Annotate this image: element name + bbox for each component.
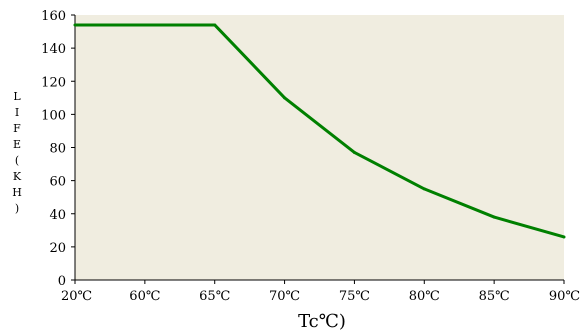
x-tick-label: 20℃ xyxy=(61,289,92,304)
y-tick-labels: 0 20 40 60 80 100 120 140 160 xyxy=(41,9,75,289)
data-point xyxy=(213,23,217,27)
x-tick-label: 85℃ xyxy=(479,289,510,304)
y-tick-label: 60 xyxy=(49,175,66,190)
life-series-points xyxy=(73,23,566,239)
y-tick-label: 40 xyxy=(49,208,66,223)
y-axis-label: L I F E(K H) xyxy=(12,90,22,215)
data-point xyxy=(422,187,426,191)
data-point xyxy=(492,215,496,219)
x-tick-label: 75℃ xyxy=(339,289,370,304)
x-tick-label: 80℃ xyxy=(409,289,440,304)
y-tick-label: 140 xyxy=(41,42,66,57)
y-tick-label: 100 xyxy=(41,108,66,123)
y-tick-label: 0 xyxy=(58,274,66,289)
data-point xyxy=(352,150,356,154)
x-tick-label: 60℃ xyxy=(129,289,160,304)
y-tick-label: 20 xyxy=(49,241,66,256)
x-tick-labels: 20℃ 60℃ 65℃ 70℃ 75℃ 80℃ 85℃ 90℃ xyxy=(61,280,580,304)
plot-area xyxy=(75,15,564,280)
data-point xyxy=(562,235,566,239)
data-point xyxy=(73,23,77,27)
life-series-line xyxy=(75,23,565,239)
x-tick-label: 65℃ xyxy=(199,289,230,304)
y-axis-label-text: L I F E(K H) xyxy=(12,90,22,215)
y-tick-label: 160 xyxy=(41,9,66,24)
y-tick-label: 80 xyxy=(49,142,66,157)
x-tick-label: 70℃ xyxy=(269,289,300,304)
y-tick-label: 120 xyxy=(41,75,66,90)
data-point xyxy=(283,96,287,100)
data-point xyxy=(143,23,147,27)
x-tick-label: 90℃ xyxy=(549,289,580,304)
x-axis-label: Tc℃) xyxy=(298,311,346,332)
